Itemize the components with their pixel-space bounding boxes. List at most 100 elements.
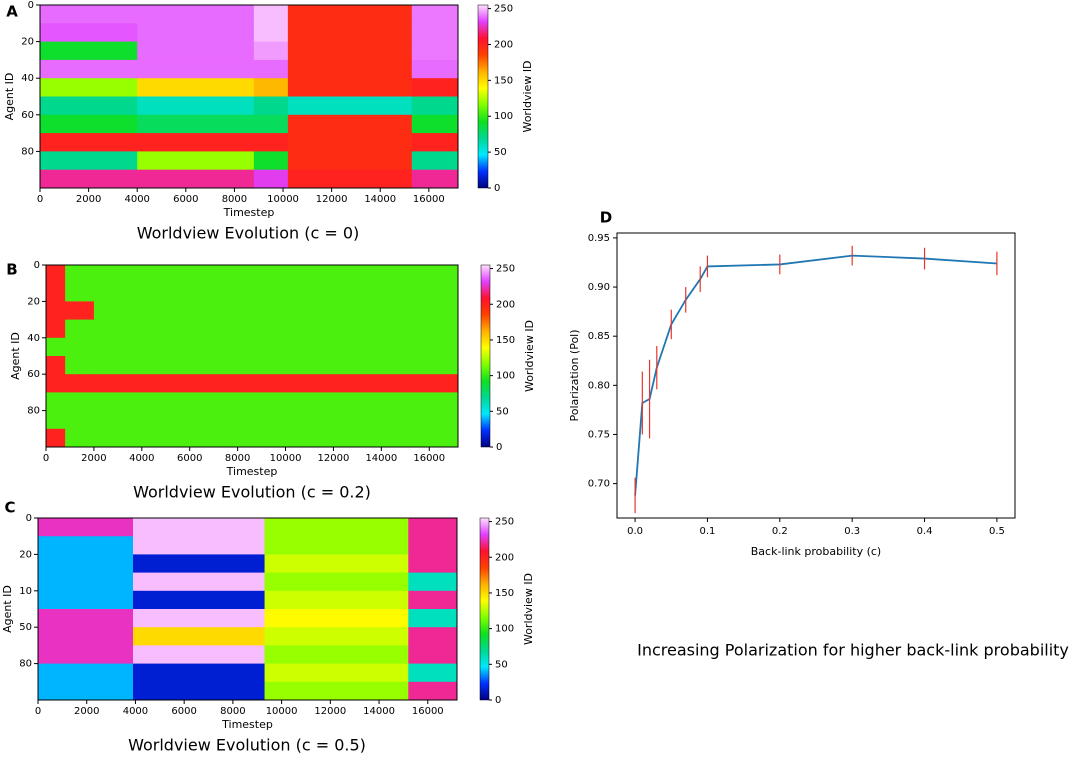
heatmap-cell <box>93 428 459 448</box>
x-tick-label: 14000 <box>364 194 396 205</box>
heatmap-cell <box>253 151 289 171</box>
heatmap-cell <box>65 337 95 357</box>
heatmap-cell <box>408 645 458 665</box>
colorbar-tick-label: 50 <box>495 659 508 670</box>
heatmap-cell <box>408 554 458 574</box>
heatmap-cell <box>46 283 66 302</box>
heatmap-cell <box>264 645 409 665</box>
heatmap-cell <box>253 133 289 152</box>
y-tick-label: 0 <box>26 513 32 524</box>
heatmap-cell <box>40 5 138 24</box>
heatmap-cell <box>137 41 255 61</box>
heatmap-cell <box>137 114 255 134</box>
x-tick-label: 4000 <box>129 453 154 464</box>
panel-letter: D <box>600 209 612 227</box>
heatmap-cell <box>38 572 134 592</box>
heatmap-cell <box>38 645 134 665</box>
heatmap-cell <box>287 133 413 152</box>
x-tick-label: 0.1 <box>700 526 716 537</box>
heatmap-cell <box>264 590 409 610</box>
heatmap-cell <box>137 78 255 97</box>
x-tick-label: 12000 <box>318 453 350 464</box>
panel-title: Worldview Evolution (c = 0.2) <box>133 483 371 502</box>
heatmap-cell <box>408 681 458 701</box>
x-tick-label: 16000 <box>413 194 445 205</box>
y-tick-label: 20 <box>21 37 34 48</box>
heatmap-cell <box>253 169 289 189</box>
heatmap-cell <box>137 169 255 189</box>
heatmap-cell <box>93 374 459 393</box>
heatmap-cell <box>411 78 459 97</box>
y-tick-label: 20 <box>19 549 32 560</box>
x-tick-label: 8000 <box>220 706 245 717</box>
heatmap-cell <box>411 23 459 43</box>
y-tick-label: 0.85 <box>588 331 610 342</box>
y-tick-label: 20 <box>27 296 40 307</box>
y-axis-label: Agent ID <box>1 585 14 633</box>
heatmap-cell <box>38 518 134 537</box>
colorbar-tick-label: 250 <box>495 517 514 528</box>
x-tick-label: 8000 <box>222 194 247 205</box>
heatmap-cell <box>133 663 266 683</box>
heatmap-cell <box>40 133 138 152</box>
heatmap-cell <box>46 337 66 357</box>
heatmap-cell <box>65 410 95 430</box>
panel-letter: C <box>4 499 15 517</box>
heatmap-cell <box>287 23 413 43</box>
heatmap-cell <box>46 265 66 284</box>
x-tick-label: 0 <box>37 194 43 205</box>
y-tick-label: 0.95 <box>588 233 610 244</box>
heatmap-cell <box>408 590 458 610</box>
x-tick-label: 0.5 <box>989 526 1005 537</box>
heatmap-cell <box>287 96 413 116</box>
heatmap-cell <box>133 627 266 646</box>
colorbar-tick-label: 200 <box>494 39 513 50</box>
y-tick-label: 10 <box>19 586 32 597</box>
x-tick-label: 2000 <box>74 706 99 717</box>
colorbar-tick-label: 100 <box>496 371 515 382</box>
heatmap-cell <box>253 59 289 79</box>
colorbar <box>477 4 489 189</box>
heatmap-cell <box>65 428 95 448</box>
heatmap-cell <box>38 609 134 628</box>
heatmap-cell <box>411 133 459 152</box>
heatmap-cell <box>40 59 138 79</box>
heatmap-cell <box>93 337 459 357</box>
heatmap-cell <box>264 554 409 574</box>
y-axis-label: Polarization (Pol) <box>568 329 581 421</box>
heatmap-cell <box>408 518 458 537</box>
x-axis-label: Timestep <box>221 718 273 731</box>
heatmap-cell <box>65 392 95 412</box>
x-tick-label: 2000 <box>76 194 101 205</box>
heatmap-cell <box>264 627 409 646</box>
heatmap-cell <box>264 663 409 683</box>
heatmap-cell <box>65 319 95 339</box>
y-tick-label: 60 <box>27 369 40 380</box>
colorbar-tick-label: 50 <box>496 406 509 417</box>
colorbar-tick-label: 200 <box>495 552 514 563</box>
x-axis-label: Back-link probability (c) <box>751 545 881 558</box>
heatmap-cell <box>38 627 134 646</box>
heatmap-cell <box>46 428 66 448</box>
heatmap-cell <box>408 609 458 628</box>
x-tick-label: 8000 <box>225 453 250 464</box>
y-tick-label: 0.90 <box>588 282 610 293</box>
heatmap-cell <box>38 681 134 701</box>
x-tick-label: 10000 <box>267 194 299 205</box>
heatmap-cell <box>38 554 134 574</box>
heatmap-cell <box>287 59 413 79</box>
heatmap-cell <box>38 590 134 610</box>
heatmap-cell <box>40 23 138 43</box>
colorbar-tick-label: 0 <box>496 442 502 453</box>
heatmap-cell <box>65 356 95 375</box>
y-tick-label: 40 <box>21 73 34 84</box>
heatmap-cell <box>65 265 95 284</box>
colorbar <box>479 517 490 701</box>
data-line <box>634 254 997 496</box>
heatmap-cell <box>287 41 413 61</box>
y-axis-label: Agent ID <box>9 332 22 380</box>
x-tick-label: 10000 <box>270 453 302 464</box>
heatmap-cell <box>65 374 95 393</box>
x-tick-label: 0.0 <box>627 526 643 537</box>
heatmap-cell <box>264 572 409 592</box>
